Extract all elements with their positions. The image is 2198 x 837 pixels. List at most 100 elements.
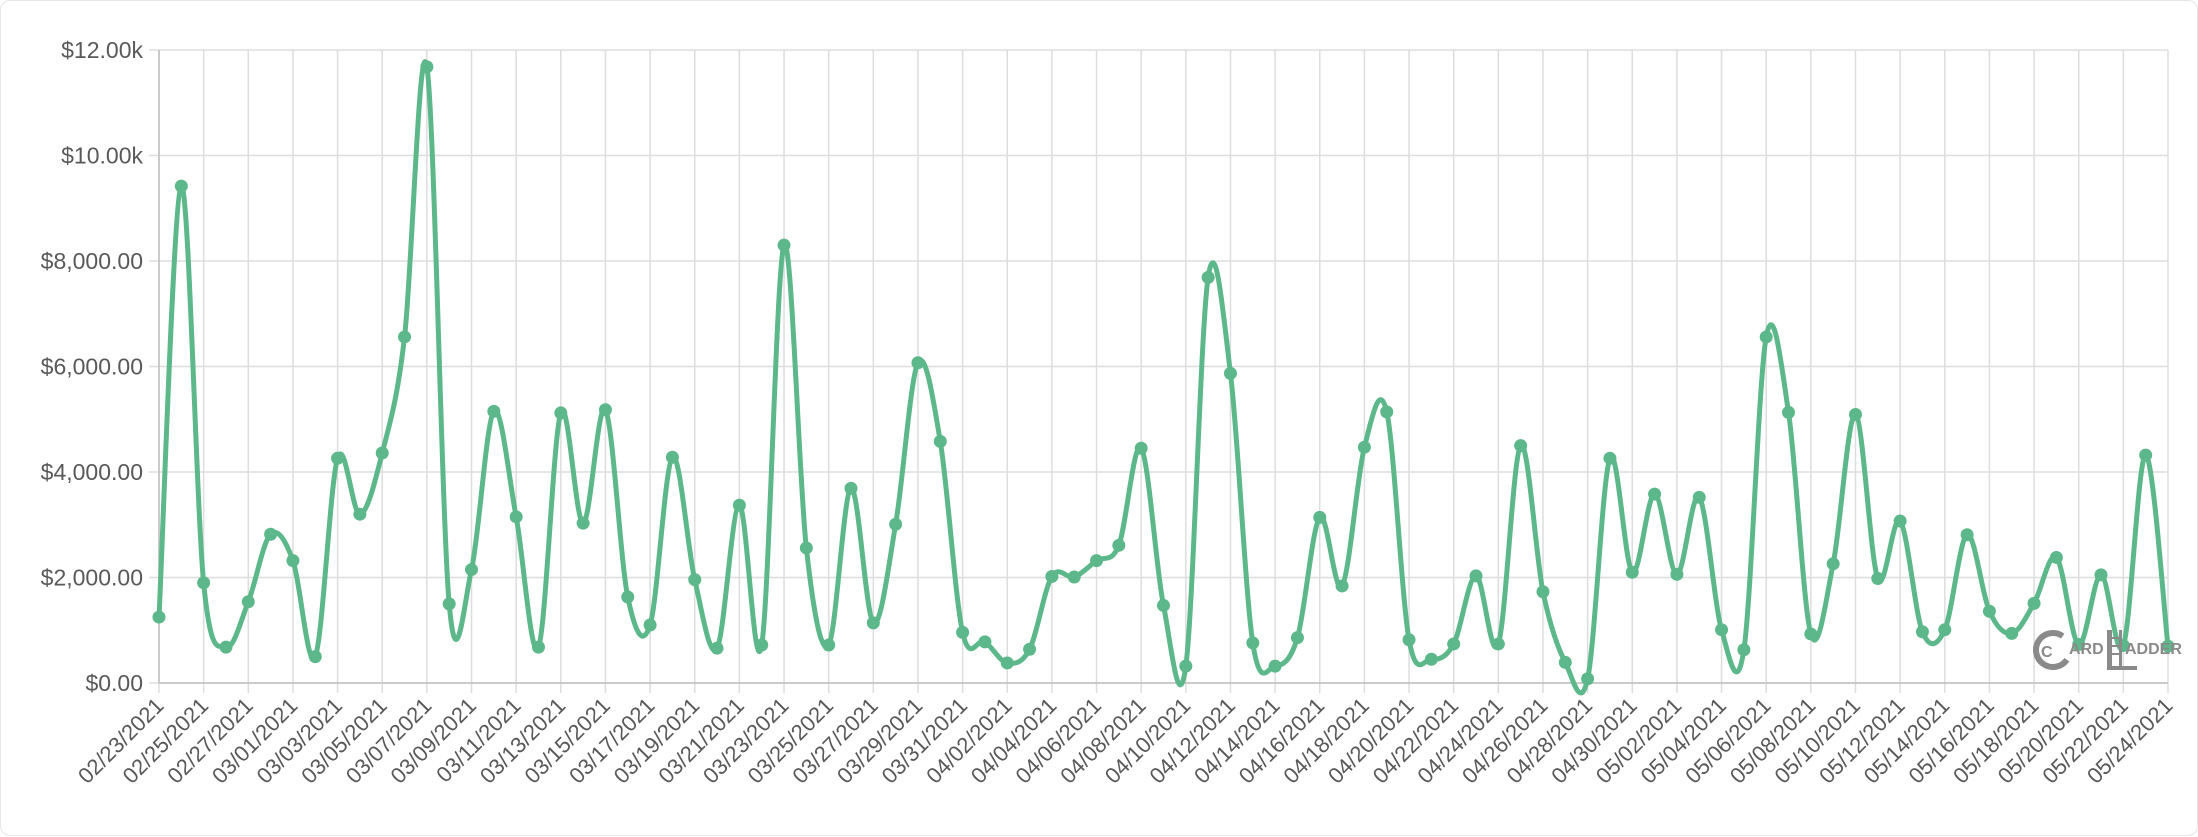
data-point[interactable] bbox=[1290, 631, 1304, 645]
data-point[interactable] bbox=[576, 516, 590, 530]
data-point[interactable] bbox=[978, 635, 992, 649]
data-point[interactable] bbox=[1514, 439, 1528, 453]
data-point[interactable] bbox=[1246, 636, 1260, 650]
data-point[interactable] bbox=[1893, 514, 1907, 528]
data-point[interactable] bbox=[1603, 451, 1617, 465]
data-point[interactable] bbox=[1625, 565, 1639, 579]
data-point[interactable] bbox=[732, 498, 746, 512]
data-point[interactable] bbox=[755, 638, 769, 652]
data-point[interactable] bbox=[1558, 655, 1572, 669]
data-point[interactable] bbox=[621, 590, 635, 604]
data-point[interactable] bbox=[1112, 538, 1126, 552]
data-points bbox=[152, 60, 2175, 686]
data-point[interactable] bbox=[1447, 637, 1461, 651]
data-point[interactable] bbox=[1045, 569, 1059, 583]
data-point[interactable] bbox=[1402, 633, 1416, 647]
data-point[interactable] bbox=[1782, 405, 1796, 419]
data-point[interactable] bbox=[152, 610, 166, 624]
data-point[interactable] bbox=[1223, 366, 1237, 380]
data-point[interactable] bbox=[1157, 598, 1170, 612]
data-point[interactable] bbox=[665, 450, 679, 464]
x-axis-ticks: 02/23/202102/25/202102/27/202103/01/2021… bbox=[73, 693, 2178, 789]
data-point[interactable] bbox=[509, 510, 523, 524]
data-point[interactable] bbox=[688, 573, 702, 587]
data-point[interactable] bbox=[1826, 557, 1840, 571]
data-point[interactable] bbox=[2005, 626, 2019, 640]
data-point[interactable] bbox=[822, 638, 836, 652]
data-point[interactable] bbox=[554, 406, 568, 420]
data-point[interactable] bbox=[1424, 652, 1438, 666]
data-point[interactable] bbox=[531, 640, 545, 654]
data-point[interactable] bbox=[1938, 623, 1952, 637]
data-point[interactable] bbox=[933, 434, 947, 448]
data-point[interactable] bbox=[219, 640, 233, 654]
data-point[interactable] bbox=[844, 481, 858, 495]
data-point[interactable] bbox=[1357, 440, 1371, 454]
y-axis-ticks: $0.00 $2,000.00 $4,000.00 $6,000.00 $8,000.0… bbox=[41, 37, 144, 696]
data-point[interactable] bbox=[598, 403, 612, 417]
data-point[interactable] bbox=[1469, 569, 1483, 583]
data-point[interactable] bbox=[1179, 659, 1193, 673]
data-point[interactable] bbox=[174, 179, 188, 193]
data-point[interactable] bbox=[465, 563, 479, 577]
data-point[interactable] bbox=[1134, 441, 1148, 455]
data-point[interactable] bbox=[799, 541, 813, 555]
data-point[interactable] bbox=[2094, 568, 2108, 582]
data-point[interactable] bbox=[1960, 528, 1974, 542]
data-point[interactable] bbox=[197, 576, 211, 590]
data-point[interactable] bbox=[241, 595, 255, 609]
y-tick-label: $4,000.00 bbox=[41, 459, 143, 485]
data-point[interactable] bbox=[1759, 330, 1773, 344]
y-tick-label: $6,000.00 bbox=[41, 354, 143, 380]
data-point[interactable] bbox=[1067, 570, 1081, 584]
data-point[interactable] bbox=[866, 616, 880, 630]
data-point[interactable] bbox=[1536, 585, 1550, 599]
data-point[interactable] bbox=[1848, 408, 1862, 422]
y-tick-label: $0.00 bbox=[85, 670, 143, 696]
data-point[interactable] bbox=[442, 597, 456, 611]
data-point[interactable] bbox=[308, 650, 322, 664]
data-point[interactable] bbox=[1737, 643, 1751, 657]
data-point[interactable] bbox=[1715, 623, 1729, 637]
data-point[interactable] bbox=[1201, 270, 1215, 284]
data-point[interactable] bbox=[1581, 672, 1595, 686]
data-point[interactable] bbox=[1491, 637, 1505, 651]
data-point[interactable] bbox=[911, 356, 925, 370]
data-point[interactable] bbox=[487, 404, 501, 418]
y-tick-label: $8,000.00 bbox=[41, 248, 143, 274]
data-point[interactable] bbox=[1380, 405, 1394, 419]
data-point[interactable] bbox=[2161, 639, 2175, 653]
data-point[interactable] bbox=[710, 641, 724, 655]
data-point[interactable] bbox=[1670, 567, 1684, 581]
data-point[interactable] bbox=[956, 625, 970, 639]
data-point[interactable] bbox=[2139, 448, 2153, 462]
data-point[interactable] bbox=[264, 527, 278, 541]
logo-text-1: ARD bbox=[2069, 641, 2104, 658]
data-point[interactable] bbox=[353, 507, 367, 521]
data-point[interactable] bbox=[286, 554, 300, 568]
data-point[interactable] bbox=[1692, 490, 1706, 504]
data-point[interactable] bbox=[1313, 510, 1327, 524]
data-point[interactable] bbox=[2027, 596, 2041, 610]
data-point[interactable] bbox=[331, 451, 345, 465]
data-point[interactable] bbox=[1871, 572, 1885, 586]
data-point[interactable] bbox=[1023, 642, 1037, 656]
data-point[interactable] bbox=[420, 60, 434, 74]
data-point[interactable] bbox=[777, 238, 791, 252]
data-point[interactable] bbox=[889, 517, 903, 531]
data-point[interactable] bbox=[1268, 659, 1282, 673]
data-point[interactable] bbox=[1335, 579, 1349, 593]
data-point[interactable] bbox=[1000, 656, 1014, 670]
series-line-path bbox=[156, 59, 2171, 696]
data-point[interactable] bbox=[2049, 550, 2063, 564]
data-point[interactable] bbox=[1982, 604, 1996, 618]
data-point[interactable] bbox=[643, 618, 657, 632]
data-point[interactable] bbox=[1090, 554, 1104, 568]
data-point[interactable] bbox=[2072, 637, 2086, 651]
data-point[interactable] bbox=[1915, 625, 1929, 639]
data-point[interactable] bbox=[1648, 487, 1662, 501]
data-point[interactable] bbox=[375, 446, 389, 460]
data-point[interactable] bbox=[398, 330, 412, 344]
data-point[interactable] bbox=[1804, 627, 1818, 641]
